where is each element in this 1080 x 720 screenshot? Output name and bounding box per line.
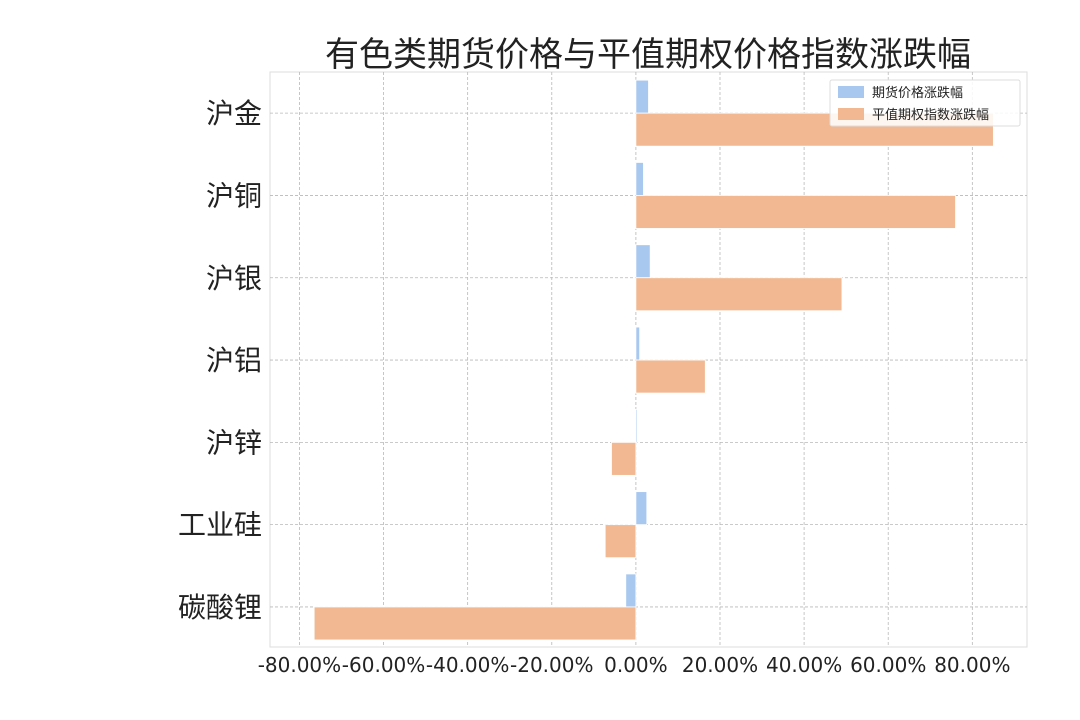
- option-index-bar: [313, 606, 637, 641]
- plot-frame: [269, 71, 1028, 648]
- x-tick-labels: -80.00% -60.00% -40.00% -20.00% 0.00% 20.00% 4…: [258, 653, 1011, 677]
- x-tick-label: -80.00%: [258, 653, 341, 677]
- bars: [313, 79, 994, 641]
- category-label: 沪铝: [206, 344, 262, 377]
- x-tick-label: -40.00%: [426, 653, 509, 677]
- grid-lines: [270, 72, 1027, 647]
- legend-label: 期货价格涨跌幅: [872, 85, 963, 101]
- option-index-bar: [635, 195, 956, 229]
- futures-price-bar: [635, 326, 641, 361]
- x-tick-label: 20.00%: [682, 653, 758, 677]
- legend-label: 平值期权指数涨跌幅: [872, 107, 989, 123]
- x-tick-label: -60.00%: [342, 653, 425, 677]
- x-tick-label: 40.00%: [766, 653, 842, 677]
- legend-box: [829, 79, 1021, 127]
- chart-title: 有色类期货价格与平值期权价格指数涨跌幅: [325, 35, 971, 75]
- legend-swatch: [838, 108, 864, 120]
- futures-price-bar: [635, 244, 651, 279]
- futures-price-bar: [635, 79, 649, 114]
- option-index-bar: [635, 277, 843, 312]
- x-tick-label: -20.00%: [510, 653, 593, 677]
- futures-price-bar: [625, 573, 637, 608]
- option-index-bar: [604, 524, 637, 559]
- option-index-bar: [611, 441, 637, 476]
- x-tick-label: 80.00%: [934, 653, 1010, 677]
- x-tick-label: 0.00%: [604, 653, 668, 677]
- legend-swatch: [838, 86, 864, 98]
- category-label: 沪金: [206, 97, 262, 130]
- category-label: 沪银: [206, 262, 262, 295]
- futures-price-bar: [635, 491, 648, 526]
- category-label: 沪铜: [206, 179, 262, 212]
- futures-price-bar: [635, 408, 638, 443]
- category-label: 工业硅: [178, 509, 262, 542]
- category-label: 碳酸锂: [178, 591, 262, 624]
- x-tick-label: 60.00%: [850, 653, 926, 677]
- futures-price-bar: [635, 162, 644, 196]
- category-label: 沪锌: [206, 426, 262, 459]
- option-index-bar: [635, 359, 706, 394]
